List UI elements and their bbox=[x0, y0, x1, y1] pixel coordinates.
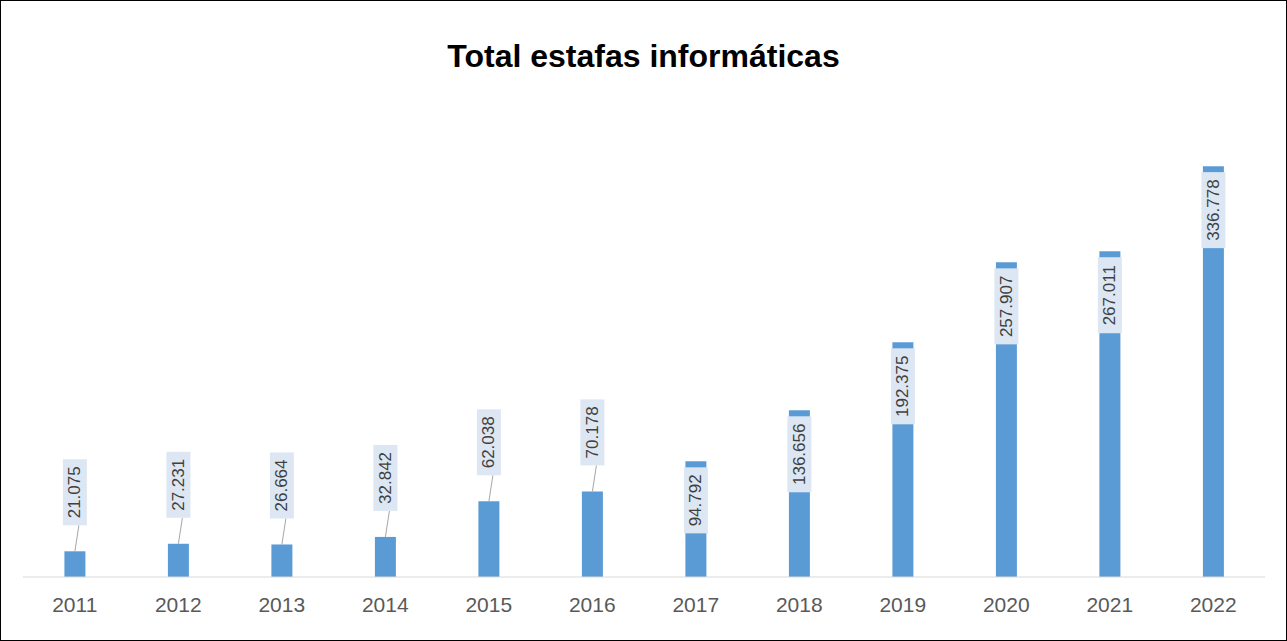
svg-text:2020: 2020 bbox=[983, 593, 1030, 616]
svg-text:267.011: 267.011 bbox=[1100, 265, 1119, 325]
svg-text:2019: 2019 bbox=[879, 593, 926, 616]
svg-text:2013: 2013 bbox=[258, 593, 305, 616]
svg-text:136.656: 136.656 bbox=[790, 424, 809, 485]
svg-text:2016: 2016 bbox=[569, 593, 616, 616]
svg-text:70.178: 70.178 bbox=[583, 406, 602, 458]
svg-text:2011: 2011 bbox=[52, 593, 97, 616]
svg-text:62.038: 62.038 bbox=[479, 416, 498, 468]
svg-text:2021: 2021 bbox=[1086, 593, 1133, 616]
svg-text:2017: 2017 bbox=[672, 593, 719, 616]
svg-text:2018: 2018 bbox=[776, 593, 823, 616]
svg-text:32.842: 32.842 bbox=[376, 452, 395, 504]
svg-text:2012: 2012 bbox=[155, 593, 202, 616]
svg-text:2022: 2022 bbox=[1190, 593, 1237, 616]
svg-text:257.907: 257.907 bbox=[997, 276, 1016, 337]
svg-text:21.075: 21.075 bbox=[65, 466, 84, 518]
html-text:Total estafas informáticas: Total estafas informáticas bbox=[447, 38, 840, 74]
svg-text:26.664: 26.664 bbox=[272, 459, 291, 511]
svg-text:94.792: 94.792 bbox=[686, 474, 705, 526]
svg-text:2015: 2015 bbox=[465, 593, 512, 616]
svg-text:2014: 2014 bbox=[362, 593, 409, 616]
svg-text:336.778: 336.778 bbox=[1204, 179, 1223, 240]
svg-text:27.231: 27.231 bbox=[169, 459, 188, 511]
svg-text:192.375: 192.375 bbox=[893, 356, 912, 417]
